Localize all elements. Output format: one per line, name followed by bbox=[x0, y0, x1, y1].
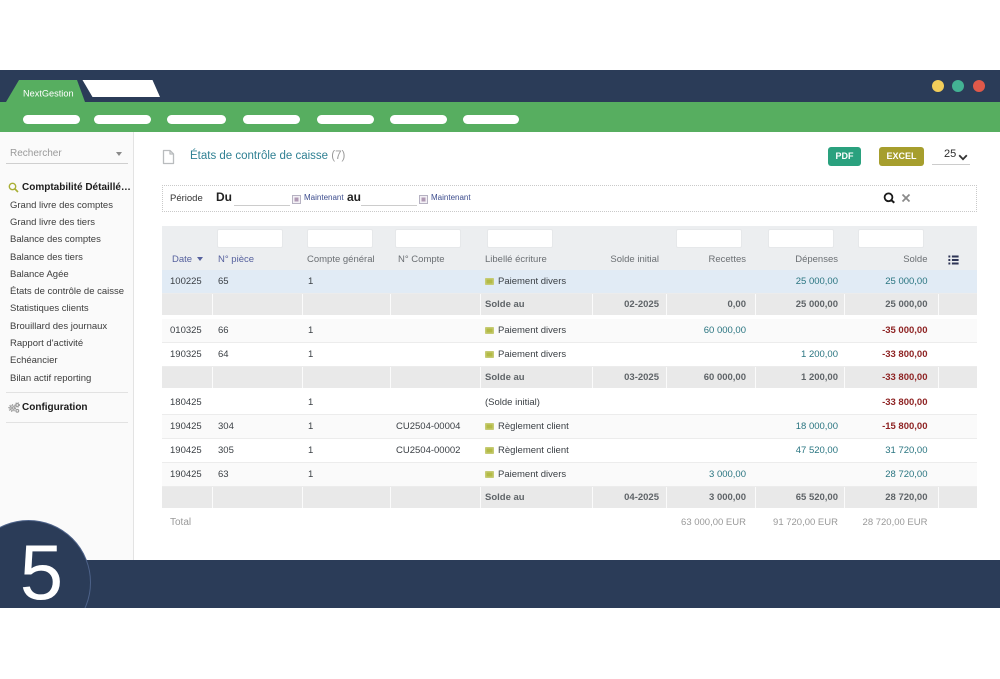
svg-text:NextGestion: NextGestion bbox=[23, 89, 74, 99]
